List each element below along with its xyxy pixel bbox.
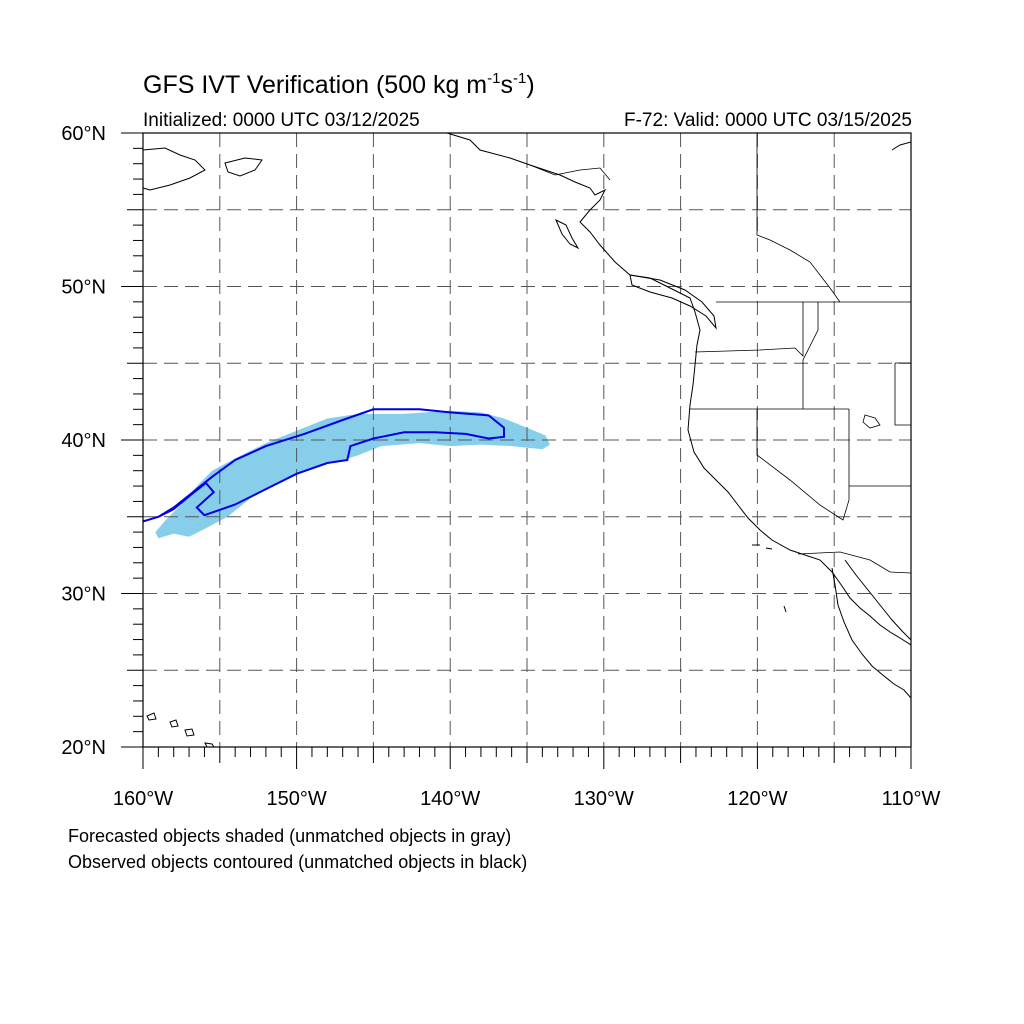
title-suffix: ) <box>526 71 535 99</box>
lat-tick-label: 20°N <box>61 737 106 759</box>
lon-tick-label: 120°W <box>727 788 787 810</box>
initialized-label: Initialized: 0000 UTC 03/12/2025 <box>143 110 420 131</box>
lon-tick-label: 130°W <box>574 788 634 810</box>
vancouver-island <box>629 274 717 330</box>
alaska-peninsula <box>224 157 263 177</box>
lon-tick-label: 150°W <box>266 788 326 810</box>
forecast-layer <box>155 410 551 539</box>
valid-label: F-72: Valid: 0000 UTC 03/15/2025 <box>624 110 912 131</box>
wyoming-border <box>894 362 911 426</box>
lat-tick-label: 40°N <box>61 430 106 452</box>
lon-tick-label: 110°W <box>882 788 941 810</box>
observed-contour-0 <box>143 408 505 523</box>
lat-tick-label: 30°N <box>61 584 106 606</box>
canada-coast-north <box>891 141 911 151</box>
coastline-layer <box>143 133 911 747</box>
title-exponent-2: -1 <box>512 70 527 87</box>
title-exponent-1: -1 <box>487 70 501 87</box>
lon-tick-label: 160°W <box>113 788 173 810</box>
alaska-coast-west <box>143 147 206 191</box>
channel-islands <box>752 544 787 613</box>
title-prefix: GFS IVT Verification (500 kg m <box>143 71 488 99</box>
bc-alberta-border <box>756 133 841 303</box>
great-salt-lake <box>862 414 881 429</box>
lat-tick-label: 50°N <box>61 277 106 299</box>
alaska-canada-border <box>529 164 611 181</box>
washington-oregon-border <box>694 302 804 357</box>
observed-layer <box>143 408 505 523</box>
lon-tick-label: 140°W <box>420 788 480 810</box>
political-boundaries <box>529 133 911 574</box>
axis-ticks: 20°N 30°N 40°N 50°N 60°N 160°W 150°W 140°W 130°W… <box>61 123 940 810</box>
title-middle: s <box>500 71 513 99</box>
forecast-object <box>155 410 551 539</box>
haida-gwaii <box>555 218 580 250</box>
figure-title: GFS IVT Verification (500 kg m-1s-1) <box>143 70 535 100</box>
idaho-border <box>802 302 819 409</box>
us-mexico-border <box>797 551 911 574</box>
hawaii-islands <box>146 712 215 747</box>
lat-tick-label: 60°N <box>61 123 106 145</box>
baja-california-coastline <box>831 567 911 699</box>
nevada-border <box>756 409 850 521</box>
gulf-of-california-coastline <box>844 559 911 641</box>
footnote-forecast: Forecasted objects shaded (unmatched obj… <box>68 826 512 846</box>
graticule <box>143 133 911 747</box>
north-america-coastline <box>446 133 911 646</box>
footnote-observed: Observed objects contoured (unmatched ob… <box>68 852 528 872</box>
